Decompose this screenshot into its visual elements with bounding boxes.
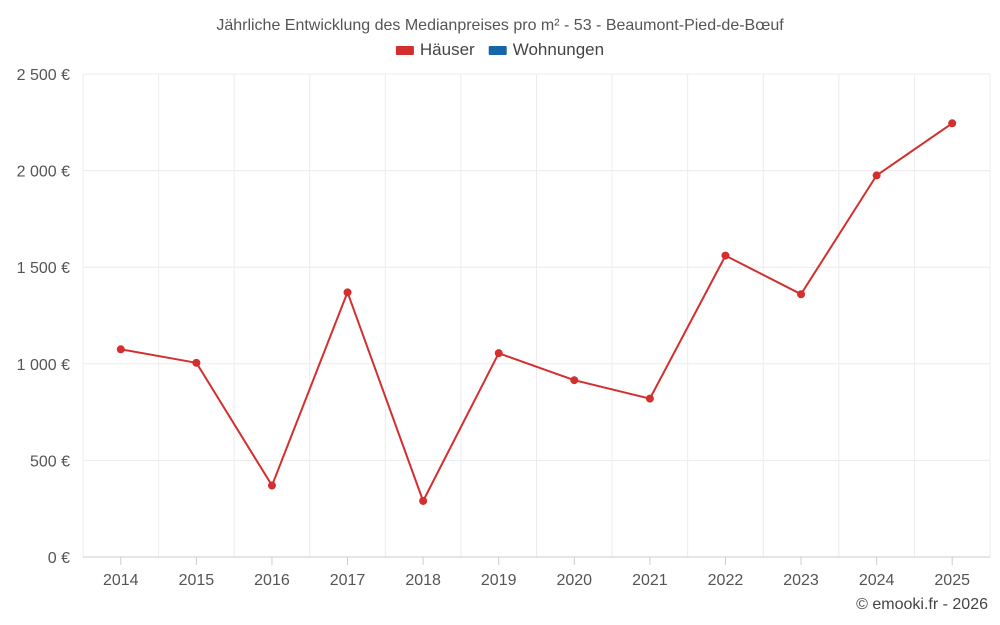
x-tick-label: 2021 [632, 572, 668, 589]
x-tick-label: 2020 [556, 572, 592, 589]
legend-label: Wohnungen [513, 40, 604, 59]
x-tick-label: 2014 [103, 572, 139, 589]
x-tick-label: 2017 [330, 572, 366, 589]
x-tick-label: 2016 [254, 572, 290, 589]
x-tick-label: 2024 [859, 572, 895, 589]
x-tick-label: 2022 [708, 572, 744, 589]
legend: Häuser Wohnungen [395, 40, 604, 59]
x-axis: 2014 2015 2016 2017 2018 2019 2020 2021 2022 2023… [83, 556, 990, 589]
y-tick-label: 1 000 € [17, 357, 70, 374]
legend-item[interactable]: Häuser [395, 40, 475, 59]
series-layer [116, 119, 957, 505]
x-tick-label: 2023 [783, 572, 819, 589]
data-point[interactable] [570, 376, 579, 385]
data-point[interactable] [419, 496, 428, 505]
data-point[interactable] [192, 358, 201, 367]
y-tick-label: 1 500 € [17, 260, 70, 277]
legend-swatch [488, 46, 507, 55]
x-tick-label: 2015 [179, 572, 215, 589]
y-axis: 0 € 500 € 1 000 € 1 500 € 2 000 € 2 500 € [17, 67, 70, 567]
grid [82, 73, 991, 557]
data-point[interactable] [267, 481, 276, 490]
data-point[interactable] [645, 394, 654, 403]
credit-text: © emooki.fr - 2026 [856, 596, 988, 613]
y-tick-label: 0 € [48, 550, 70, 567]
y-tick-label: 2 000 € [17, 164, 70, 181]
y-tick-label: 2 500 € [17, 67, 70, 84]
x-tick-label: 2018 [405, 572, 441, 589]
chart-title: Jährliche Entwicklung des Medianpreises … [216, 17, 784, 34]
data-point[interactable] [494, 349, 503, 358]
legend-item[interactable]: Wohnungen [488, 40, 604, 59]
x-tick-label: 2025 [934, 572, 970, 589]
series-line [120, 122, 953, 502]
data-point[interactable] [797, 290, 806, 299]
data-point[interactable] [721, 251, 730, 260]
legend-label: Häuser [420, 40, 475, 59]
data-point[interactable] [343, 288, 352, 297]
y-tick-label: 500 € [30, 453, 70, 470]
legend-swatch [395, 46, 414, 55]
data-point[interactable] [948, 119, 957, 128]
x-tick-label: 2019 [481, 572, 517, 589]
data-point[interactable] [116, 345, 125, 354]
data-point[interactable] [872, 171, 881, 180]
